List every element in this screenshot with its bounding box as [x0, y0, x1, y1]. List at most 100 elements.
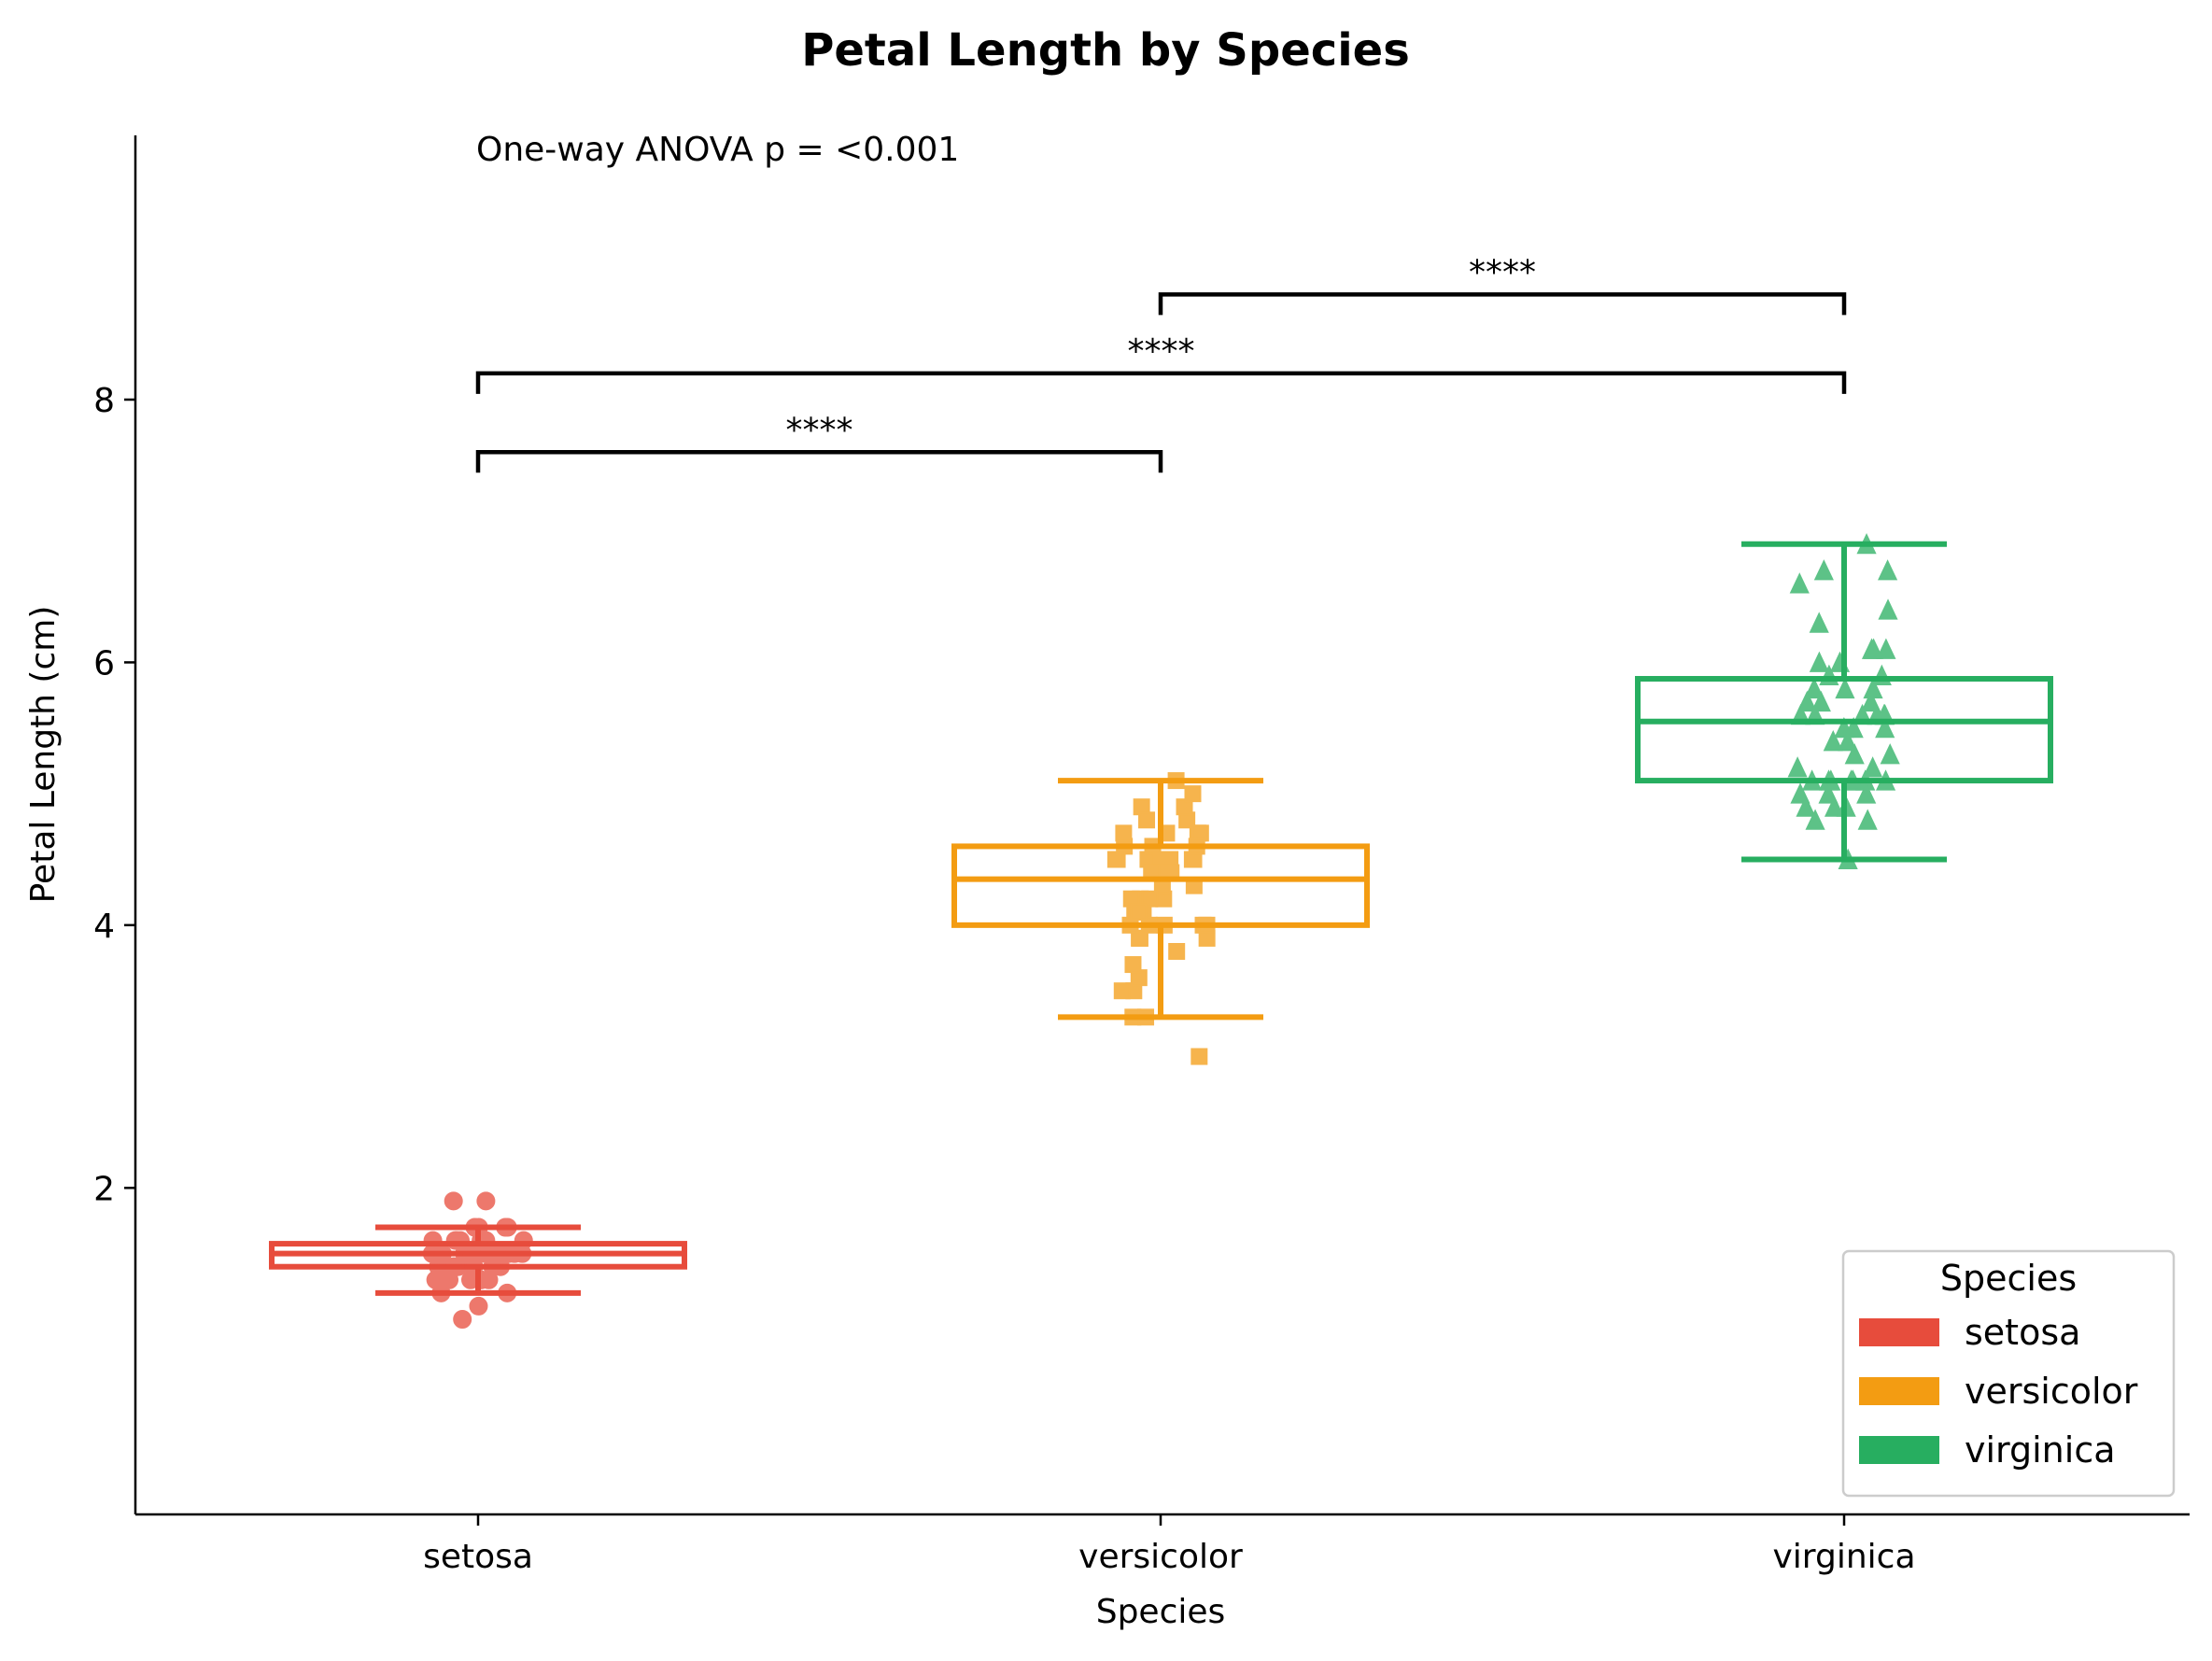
data-point — [1863, 756, 1883, 778]
data-point — [444, 1257, 464, 1276]
y-tick-label: 6 — [93, 644, 115, 683]
data-point — [1198, 916, 1216, 934]
data-point — [1843, 716, 1864, 739]
data-point — [1835, 677, 1855, 699]
data-point — [453, 1310, 472, 1329]
data-point — [1876, 638, 1896, 659]
iqr-box — [1635, 676, 2053, 784]
data-point — [1140, 916, 1158, 934]
x-axis-label: Species — [1096, 1593, 1226, 1631]
anova-annotation: One-way ANOVA p = <0.001 — [476, 131, 959, 169]
x-tick-label: setosa — [423, 1538, 533, 1576]
data-point — [1143, 864, 1161, 881]
data-point — [1844, 743, 1865, 765]
data-point — [1880, 743, 1900, 765]
data-point — [1810, 690, 1831, 712]
bracket-line — [475, 371, 1847, 394]
data-point — [469, 1296, 488, 1316]
data-point — [514, 1231, 533, 1250]
data-point — [476, 1191, 496, 1211]
data-point — [1188, 838, 1205, 855]
data-point — [1167, 772, 1185, 790]
data-point — [1796, 690, 1817, 712]
data-point — [1874, 703, 1895, 725]
data-point — [1141, 890, 1159, 908]
data-point — [1875, 769, 1896, 791]
data-point — [1137, 1008, 1155, 1026]
data-point — [1819, 664, 1839, 685]
data-point — [1809, 612, 1829, 633]
data-point — [1160, 864, 1177, 881]
legend-label-setosa: setosa — [1965, 1312, 2080, 1353]
legend-label-versicolor: versicolor — [1965, 1371, 2138, 1412]
data-point — [1185, 877, 1203, 894]
data-point — [498, 1283, 517, 1302]
data-point — [1871, 664, 1892, 685]
data-point — [1838, 730, 1858, 752]
bracket-line — [475, 450, 1163, 473]
data-point — [1875, 716, 1895, 739]
data-point — [1838, 848, 1858, 869]
plot-area: **** **** **** — [269, 253, 2053, 1329]
significance-bracket: **** — [475, 411, 1163, 473]
data-point — [1878, 559, 1898, 581]
significance-label: **** — [1128, 332, 1195, 371]
data-point — [462, 1244, 482, 1263]
data-point — [1802, 769, 1823, 791]
data-point — [425, 1244, 444, 1263]
data-point — [1852, 703, 1873, 725]
data-point — [472, 1231, 491, 1250]
data-point — [1829, 651, 1851, 672]
significance-label: **** — [786, 411, 853, 449]
y-tick-label: 8 — [93, 382, 115, 420]
data-point — [1805, 703, 1825, 725]
data-point — [1130, 903, 1148, 921]
box-virginica — [1635, 541, 2053, 863]
data-point — [1836, 795, 1856, 817]
axes: 2 4 6 8 setosa versicolor virginica — [93, 135, 2190, 1576]
data-point — [1841, 769, 1862, 791]
points-versicolor — [1106, 772, 1216, 1065]
data-point — [1861, 690, 1881, 712]
chart-title: Petal Length by Species — [801, 24, 1410, 77]
legend-swatch-virginica — [1859, 1436, 1939, 1464]
legend-label-virginica: virginica — [1965, 1429, 2116, 1471]
legend: Species setosa versicolor virginica — [1841, 1249, 2176, 1498]
data-point — [1184, 785, 1202, 803]
data-point — [1115, 824, 1133, 842]
y-tick-label: 4 — [93, 908, 115, 946]
data-point — [1155, 916, 1173, 934]
data-point — [1824, 795, 1845, 817]
significance-label: **** — [1469, 253, 1536, 291]
data-point — [484, 1257, 503, 1276]
data-point — [428, 1270, 447, 1289]
bracket-line — [1158, 292, 1847, 316]
data-point — [1138, 811, 1156, 829]
legend-title: Species — [1940, 1258, 2077, 1299]
data-point — [471, 1270, 490, 1289]
data-point — [1191, 1048, 1208, 1065]
legend-swatch-versicolor — [1859, 1377, 1939, 1405]
points-setosa — [422, 1191, 533, 1329]
data-point — [1789, 572, 1810, 594]
data-point — [1790, 703, 1811, 725]
data-point — [1158, 824, 1176, 842]
data-point — [1790, 782, 1810, 804]
data-point — [1805, 809, 1825, 830]
x-tick-label: virginica — [1773, 1538, 1916, 1576]
data-point — [1796, 795, 1816, 817]
data-point — [1787, 756, 1808, 778]
data-point — [1818, 782, 1839, 804]
data-point — [1804, 677, 1825, 699]
x-tick-label: versicolor — [1078, 1538, 1243, 1576]
data-point — [1861, 638, 1882, 659]
data-point — [1813, 559, 1834, 581]
data-point — [1856, 782, 1877, 804]
points-virginica — [1787, 532, 1900, 869]
data-point — [444, 1191, 463, 1211]
data-point — [1113, 982, 1131, 1000]
data-point — [1106, 851, 1124, 868]
data-point — [1131, 929, 1148, 947]
data-point — [1124, 956, 1142, 974]
